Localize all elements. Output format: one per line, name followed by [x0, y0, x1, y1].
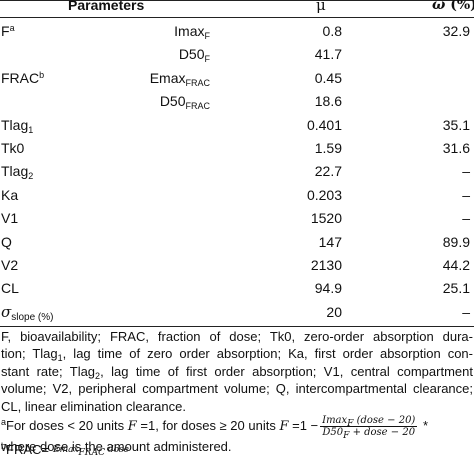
subparam-cell: ImaxF	[174, 23, 210, 41]
header-omega-symbol: ω	[432, 0, 446, 13]
mu-cell: 0.203	[306, 186, 342, 203]
table-row: FRACb EmaxFRAC 0.45	[0, 67, 474, 90]
table-row: V2 2130 44.2	[0, 254, 474, 277]
footnote-a-line2: where dose is the amount administered.	[1, 439, 232, 455]
table-row: σslope (%) 20 –	[0, 301, 474, 324]
param-cell: Tk0	[1, 139, 25, 156]
table-bottom-rule	[0, 326, 474, 327]
mu-cell: 2130	[310, 256, 342, 273]
table-top-rule	[0, 0, 474, 1]
mu-cell: 94.9	[314, 280, 342, 297]
subparam-cell: D50FRAC	[159, 93, 210, 112]
omega-cell: 44.2	[442, 256, 470, 273]
table-body: Fa ImaxF 0.8 32.9 D50F 41.7 FRACb EmaxFR…	[0, 20, 474, 324]
mu-cell: 147	[318, 233, 342, 250]
table-row: Tlag2 22.7 –	[0, 160, 474, 183]
mu-cell: 0.8	[322, 23, 342, 39]
param-cell: Tlag1	[1, 116, 34, 135]
footnote-line: CL, linear elimination clearance.	[1, 398, 186, 414]
table-row: D50F 41.7	[0, 43, 474, 66]
footnote-a: aFor doses < 20 units F =1, for doses ≥ …	[1, 415, 429, 442]
table-row: Ka 0.203 –	[0, 184, 474, 207]
table-row: D50FRAC 18.6	[0, 90, 474, 113]
omega-cell: –	[462, 186, 470, 203]
footnote-line: tion; Tlag1, lag time of zero order abso…	[1, 346, 473, 364]
param-cell: CL	[1, 280, 19, 297]
footnote-line: volume; V2, peripheral compartment volum…	[1, 381, 473, 397]
table-footnotes: F, bioavailability; FRAC, fraction of do…	[1, 328, 473, 455]
table-row: V1 1520 –	[0, 207, 474, 230]
header-omega-unit: (%)	[450, 0, 474, 13]
mu-cell: 22.7	[314, 163, 342, 180]
mu-cell: 0.401	[306, 116, 342, 133]
header-bottom-rule	[0, 17, 474, 18]
header-mu: μ	[316, 0, 326, 14]
omega-cell: 89.9	[442, 233, 470, 250]
omega-cell: 25.1	[442, 280, 470, 297]
mu-cell: 20	[326, 303, 342, 320]
footnote-a-fraction: ImaxF (dose − 20) D50F + dose − 20	[320, 415, 418, 442]
param-cell: σslope (%)	[1, 302, 54, 323]
param-cell: V2	[1, 256, 19, 273]
param-cell: Fa	[1, 23, 15, 39]
subparam-cell: D50F	[178, 46, 210, 65]
subparam-cell: EmaxFRAC	[149, 69, 210, 88]
header-omega: ω (%)	[432, 0, 474, 14]
mu-cell: 18.6	[314, 93, 342, 110]
table-row: CL 94.9 25.1	[0, 277, 474, 300]
omega-cell: 32.9	[442, 23, 470, 39]
omega-cell: –	[462, 163, 470, 180]
footnote-b-fraction: EmaxFRAC dose	[53, 445, 129, 458]
omega-cell: 35.1	[442, 116, 470, 133]
param-cell: Ka	[1, 186, 19, 203]
param-cell: V1	[1, 210, 19, 227]
mu-cell: 0.45	[314, 69, 342, 86]
table-row: Tk0 1.59 31.6	[0, 137, 474, 160]
param-cell: Tlag2	[1, 163, 34, 182]
param-cell: Q	[1, 233, 12, 250]
header-parameters: Parameters	[68, 0, 145, 13]
footnote-b: bFRAC= EmaxFRAC dose	[1, 441, 129, 458]
table-row: Q 147 89.9	[0, 231, 474, 254]
mu-cell: 1520	[310, 210, 342, 227]
param-cell: FRACb	[1, 69, 45, 86]
omega-cell: 31.6	[442, 139, 470, 156]
footnote-line: stant rate; Tlag2, lag time of first ord…	[1, 363, 473, 381]
table-row: Fa ImaxF 0.8 32.9	[0, 20, 474, 43]
omega-cell: –	[462, 303, 470, 320]
mu-cell: 41.7	[314, 46, 342, 63]
footnote-line: F, bioavailability; FRAC, fraction of do…	[1, 329, 473, 344]
mu-cell: 1.59	[314, 139, 342, 156]
table-row: Tlag1 0.401 35.1	[0, 114, 474, 137]
omega-cell: –	[462, 210, 470, 227]
